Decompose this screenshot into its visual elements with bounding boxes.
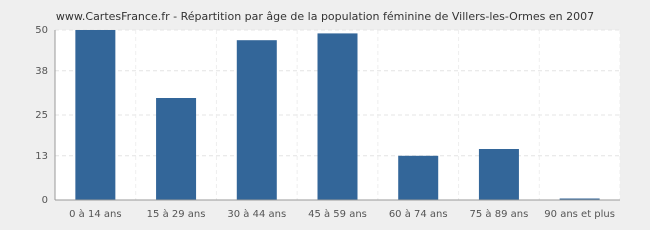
- bar: [75, 30, 116, 200]
- x-tick-label: 45 à 59 ans: [308, 208, 367, 220]
- y-tick-label: 13: [35, 151, 48, 162]
- bar: [317, 33, 358, 201]
- chart: www.CartesFrance.fr - Répartition par âg…: [0, 0, 650, 230]
- y-tick-label: 50: [35, 25, 48, 36]
- bar: [156, 98, 197, 200]
- y-tick-label: 38: [35, 66, 48, 77]
- x-tick-label: 60 à 74 ans: [389, 208, 448, 220]
- chart-title: www.CartesFrance.fr - Répartition par âg…: [56, 10, 594, 23]
- x-tick-label: 75 à 89 ans: [470, 208, 529, 220]
- x-tick-label: 15 à 29 ans: [147, 208, 206, 220]
- x-tick-label: 0 à 14 ans: [69, 208, 121, 220]
- bar: [398, 155, 439, 200]
- bar: [236, 40, 277, 201]
- bar: [478, 149, 519, 200]
- x-tick-label: 30 à 44 ans: [227, 208, 286, 220]
- y-tick-label: 25: [35, 110, 48, 121]
- bar: [559, 198, 600, 200]
- y-tick-label: 0: [42, 195, 48, 206]
- x-tick-label: 90 ans et plus: [544, 209, 615, 220]
